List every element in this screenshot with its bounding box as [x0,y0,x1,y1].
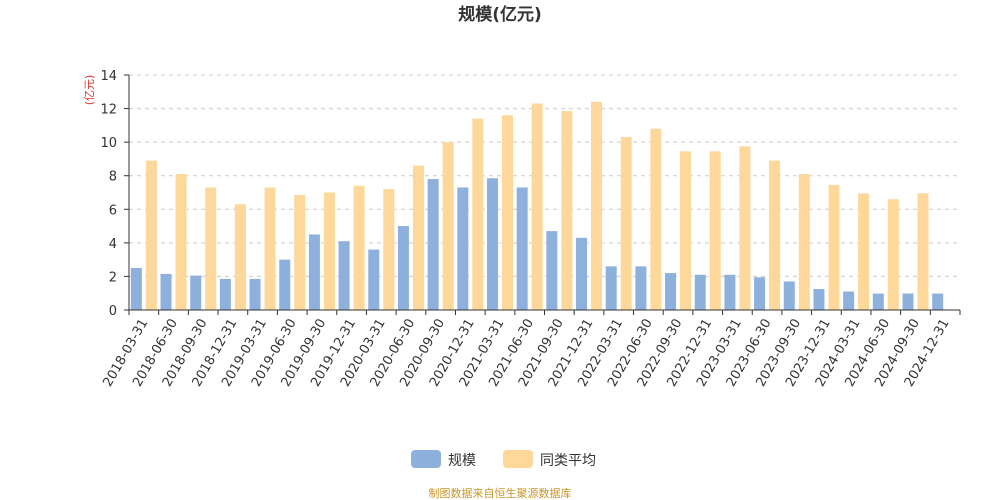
bar-peer-average [501,115,513,311]
bar-scale [665,273,677,310]
bar-scale [843,291,855,310]
y-axis-label: (亿元) [83,75,96,106]
bar-scale [130,268,142,310]
y-tick-label: 14 [100,69,117,84]
y-tick-label: 10 [100,136,117,151]
bar-peer-average [680,151,692,310]
bar-scale [635,266,647,310]
bar-peer-average [531,103,543,311]
bar-peer-average [353,185,365,310]
bar-scale [813,289,825,310]
bar-peer-average [323,192,335,310]
legend-label-peer-average: 同类平均 [540,453,596,469]
bar-scale [546,231,558,310]
y-tick-label: 6 [109,203,117,218]
bar-scale [249,278,261,310]
bar-peer-average [205,187,217,310]
y-tick-labels: 0 2 4 6 8 10 12 14 [100,69,129,319]
legend-label-scale: 规模 [448,453,476,469]
legend: 规模 同类平均 [411,450,596,469]
bar-peer-average [769,160,781,310]
bar-peer-average [798,174,810,310]
bar-peer-average [472,118,484,311]
bar-scale [457,187,469,310]
bar-scale [338,241,350,310]
bar-scale [368,249,380,310]
x-tick-labels: 2018-03-312018-06-302018-09-302018-12-31… [101,310,961,389]
bar-peer-average [294,195,306,310]
bar-peer-average [264,187,276,310]
bar-peer-average [887,199,899,310]
bar-scale [486,178,498,310]
source-note: 制图数据来自恒生聚源数据库 [429,486,572,500]
bar-peer-average [620,137,632,310]
bar-scale [754,277,766,310]
y-tick-label: 12 [100,103,117,118]
bar-scale [516,187,528,310]
legend-swatch-scale [411,450,441,468]
bar-peer-average [561,111,573,310]
bar-scale [219,278,231,310]
bar-scale [605,266,617,310]
bar-scale [427,179,439,310]
bar-peer-average [739,146,751,310]
y-tick-label: 4 [109,237,117,252]
bars [130,101,944,311]
bar-peer-average [145,160,157,310]
bar-peer-average [650,128,662,310]
bar-peer-average [442,142,454,310]
bar-scale [308,234,320,310]
bar-peer-average [828,184,840,310]
bar-scale [783,281,795,310]
bar-scale [279,259,291,310]
bar-peer-average [383,189,395,310]
y-tick-label: 0 [109,304,117,319]
bar-peer-average [917,193,929,310]
bar-scale [160,273,172,310]
bar-scale [397,226,409,310]
bar-peer-average [412,165,424,310]
y-tick-label: 2 [109,270,117,285]
y-tick-label: 8 [109,170,117,185]
bar-scale [694,274,706,310]
bar-peer-average [175,174,187,310]
chart-title: 规模(亿元) [458,4,542,25]
bar-scale [932,293,944,310]
bar-peer-average [591,101,603,310]
bar-peer-average [709,151,721,310]
bar-scale [872,293,884,310]
bar-peer-average [234,204,246,310]
bar-peer-average [858,193,870,310]
bar-scale [190,275,202,310]
bar-scale [724,274,736,310]
bar-scale [576,237,588,310]
legend-swatch-peer-average [503,450,533,468]
bar-scale [902,293,914,310]
